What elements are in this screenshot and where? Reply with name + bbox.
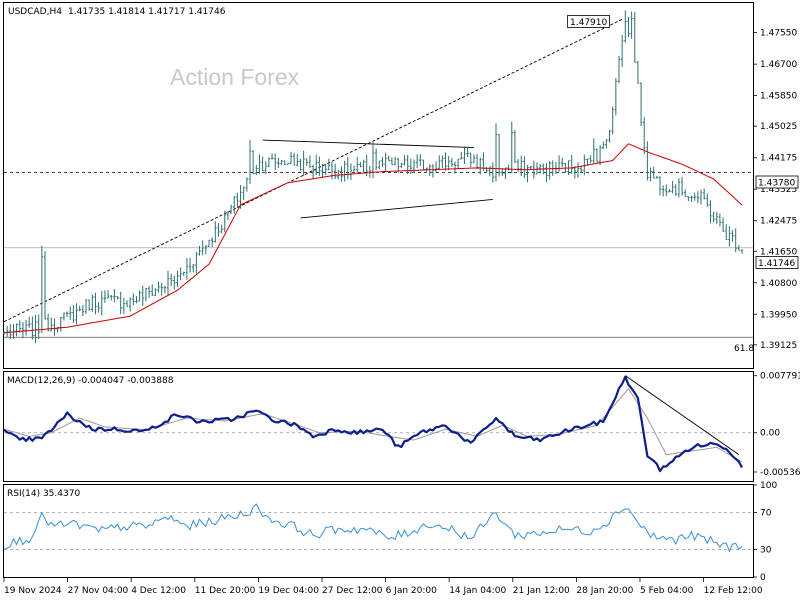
price-axis: 1.47550 1.46700 1.45850 1.45025 1.44175 1.433…	[753, 29, 797, 351]
time-tick-label: 27 Nov 04:00	[68, 586, 129, 596]
time-tick-label: 14 Jan 04:00	[449, 586, 506, 596]
price-tick-label: 1.45850	[760, 92, 797, 102]
time-tick-label: 12 Feb 12:00	[704, 586, 763, 596]
rsi-lines	[3, 503, 753, 553]
macd-title: MACD(12,26,9) -0.004047 -0.003888	[7, 376, 174, 386]
rsi-axis: 100 70 30 0	[753, 481, 777, 583]
time-tick-label: 11 Dec 20:00	[195, 586, 256, 596]
high-price-box	[567, 15, 610, 28]
rsi-tick-label: 0	[760, 573, 766, 583]
price-tick-label: 1.46700	[760, 60, 797, 70]
time-tick-label: 28 Jan 20:00	[576, 586, 633, 596]
trendline-2	[300, 198, 493, 219]
time-tick-label: 21 Jan 12:00	[513, 586, 570, 596]
time-tick-label: 19 Dec 04:00	[258, 586, 319, 596]
rsi-pane-frame	[3, 484, 754, 578]
price-tick-label: 1.44175	[760, 154, 797, 164]
ohlc-values: 1.41735 1.41814 1.41717 1.41746	[68, 7, 226, 17]
macd-tick-label: 0.007791	[760, 372, 800, 382]
time-tick-label: 4 Dec 12:00	[131, 586, 186, 596]
current-price-box	[755, 256, 799, 269]
time-axis: 19 Nov 2024 27 Nov 04:00 4 Dec 12:00 11 Dec…	[3, 578, 763, 596]
price-candles	[2, 10, 744, 344]
macd-main-line	[3, 375, 743, 473]
macd-axis: 0.007791 0.00 -0.005367	[753, 372, 800, 478]
price-tick-label: 1.47550	[760, 29, 797, 39]
fib-level-label: 61.8	[734, 344, 754, 354]
macd-tick-label: 0.00	[760, 429, 780, 439]
symbol-label: USDCAD,H4	[8, 7, 62, 17]
rsi-line	[3, 503, 743, 553]
current-price-label: 1.41746	[758, 259, 795, 269]
macd-pane-frame	[3, 371, 754, 482]
price-tick-label: 1.40800	[760, 279, 797, 289]
watermark-text: Action Forex	[170, 64, 300, 90]
macd-tick-label: -0.005367	[760, 468, 800, 478]
macd-trendline	[625, 375, 740, 456]
price-tick-label: 1.45025	[760, 122, 797, 132]
price-pane-frame	[3, 2, 754, 369]
hline-price-box	[755, 175, 799, 189]
rsi-tick-label: 30	[760, 545, 772, 555]
macd-lines	[3, 375, 753, 473]
price-tick-label: 1.39950	[760, 310, 797, 320]
price-trendlines	[3, 18, 623, 323]
hline-price-label: 1.43780	[758, 179, 795, 189]
trendline-1	[262, 139, 474, 148]
high-price-label: 1.47910	[570, 18, 607, 28]
time-tick-label: 27 Dec 12:00	[322, 586, 383, 596]
time-tick-label: 5 Feb 04:00	[640, 586, 694, 596]
macd-signal-line	[3, 387, 743, 463]
price-reference-lines	[4, 171, 753, 338]
price-tick-label: 1.43325	[760, 185, 797, 195]
rsi-title: RSI(14) 35.4370	[7, 489, 80, 499]
time-tick-label: 6 Jan 20:00	[386, 586, 438, 596]
rsi-tick-label: 100	[760, 481, 777, 491]
moving-average-line	[3, 143, 743, 334]
price-tick-label: 1.39125	[760, 341, 797, 351]
price-tick-label: 1.42475	[760, 217, 797, 227]
price-tick-label: 1.41650	[760, 247, 797, 257]
time-tick-label: 19 Nov 2024	[4, 586, 62, 596]
rsi-tick-label: 70	[760, 509, 772, 519]
